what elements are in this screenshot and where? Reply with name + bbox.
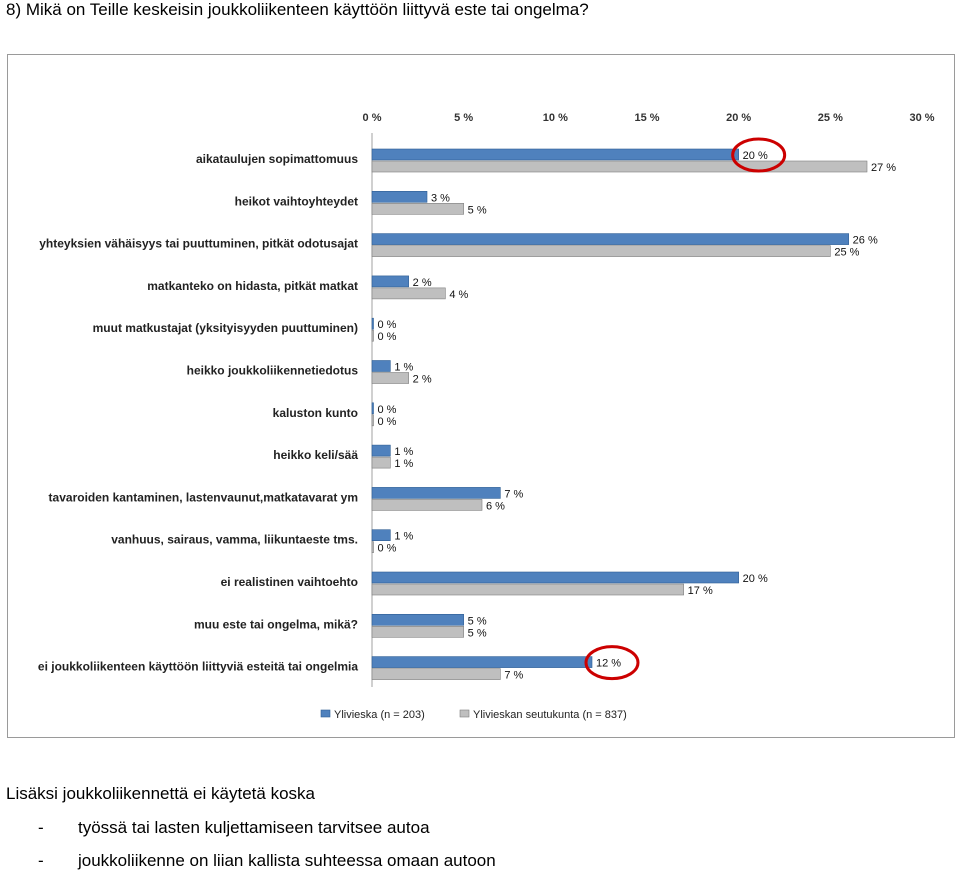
bar-value-label: 5 % <box>468 615 487 627</box>
highlight-circle <box>731 137 787 173</box>
bar <box>371 203 464 215</box>
bar-value-label: 1 % <box>394 362 413 374</box>
bar <box>371 625 464 638</box>
category-label: tavaroiden kantaminen, lastenvaunut,matk… <box>49 490 358 504</box>
bar-value-label: 17 % <box>688 585 713 597</box>
bar-value-label: 1 % <box>394 458 413 470</box>
bar <box>371 656 593 668</box>
note-item: - työssä tai lasten kuljettamiseen tarvit… <box>38 818 430 838</box>
bar <box>371 160 868 173</box>
bar-value-label: 4 % <box>449 289 468 301</box>
x-tick-label: 25 % <box>818 112 843 124</box>
bar-value-label: 20 % <box>743 150 768 162</box>
bar-value-label: 1 % <box>394 446 413 458</box>
bar <box>371 317 374 330</box>
bar-value-label: 27 % <box>871 162 896 174</box>
category-label: heikko keli/sää <box>273 448 358 462</box>
category-label: matkanteko on hidasta, pitkät matkat <box>147 279 358 293</box>
bar-value-label: 5 % <box>468 627 487 639</box>
bar-value-label: 25 % <box>834 247 859 259</box>
x-tick-label: 20 % <box>726 112 751 124</box>
bar-value-label: 20 % <box>743 573 768 585</box>
bar-value-label: 6 % <box>486 500 505 512</box>
legend-swatch <box>459 709 470 718</box>
bar <box>371 402 374 415</box>
bar-value-label: 5 % <box>468 204 487 216</box>
bar-value-label: 0 % <box>378 543 397 555</box>
category-label: muut matkustajat (yksityisyyden puuttumi… <box>93 321 358 335</box>
bar <box>371 287 446 300</box>
bar-value-label: 1 % <box>394 531 413 543</box>
category-label: yhteyksien vähäisyys tai puuttuminen, pi… <box>39 237 358 251</box>
bar <box>371 499 483 511</box>
bar-value-label: 0 % <box>378 404 397 416</box>
bar <box>371 360 391 372</box>
bar <box>371 372 409 384</box>
category-label: ei realistinen vaihtoehto <box>221 575 358 589</box>
category-label: heikko joukkoliikennetiedotus <box>187 364 359 378</box>
bar <box>371 148 739 161</box>
bar <box>371 191 428 203</box>
bar <box>371 456 391 469</box>
bar <box>371 233 849 245</box>
bar-value-label: 12 % <box>596 658 621 670</box>
bar <box>371 329 374 342</box>
bar-value-label: 0 % <box>378 416 397 428</box>
bar <box>371 613 464 626</box>
bar <box>371 583 684 596</box>
bar <box>371 444 391 457</box>
bar <box>371 571 739 584</box>
bar <box>371 414 374 427</box>
bar <box>371 541 374 554</box>
note-dash: - <box>38 851 44 870</box>
bar <box>371 668 501 680</box>
x-tick-label: 15 % <box>634 112 659 124</box>
bar-value-label: 0 % <box>378 331 397 343</box>
bar-value-label: 26 % <box>853 235 878 247</box>
legend-entry: Ylivieska (n = 203) <box>334 709 425 721</box>
category-label: ei joukkoliikenteen käyttöön liittyviä e… <box>38 660 358 674</box>
bar-value-label: 2 % <box>413 374 432 386</box>
legend-entry: Ylivieskan seutukunta (n = 837) <box>473 709 627 721</box>
x-tick-label: 5 % <box>454 112 473 124</box>
bar <box>371 529 391 542</box>
bar-value-label: 2 % <box>413 277 432 289</box>
bar-value-label: 0 % <box>378 319 397 331</box>
highlight-circle <box>584 645 640 681</box>
question-title: 8) Mikä on Teille keskeisin joukkoliiken… <box>6 0 589 19</box>
category-label: vanhuus, sairaus, vamma, liikuntaeste tm… <box>111 533 358 547</box>
note-item-text: joukkoliikenne on liian kallista suhtees… <box>78 851 496 870</box>
bar <box>371 275 409 288</box>
category-label: heikot vaihtoyhteydet <box>235 194 358 208</box>
legend-swatch <box>320 709 331 718</box>
bar <box>371 245 831 257</box>
note-intro: Lisäksi joukkoliikennettä ei käytetä kos… <box>6 784 315 803</box>
category-label: muu este tai ongelma, mikä? <box>194 617 358 631</box>
bar-value-label: 7 % <box>504 488 523 500</box>
x-tick-label: 0 % <box>363 112 382 124</box>
note-dash: - <box>38 818 44 837</box>
x-tick-label: 10 % <box>543 112 568 124</box>
bar-value-label: 7 % <box>504 670 523 682</box>
bar-chart: 0 % 5 % 10 % 15 % 20 % 25 % 30 % aikataulujen s… <box>38 112 935 721</box>
bar-value-label: 3 % <box>431 192 450 204</box>
category-label: aikataulujen sopimattomuus <box>196 152 358 166</box>
x-tick-label: 30 % <box>909 112 934 124</box>
bar <box>371 487 501 499</box>
note-item-text: työssä tai lasten kuljettamiseen tarvits… <box>78 818 430 837</box>
note-item: - joukkoliikenne on liian kallista suhtee… <box>38 851 496 871</box>
category-label: kaluston kunto <box>273 406 358 420</box>
chart-frame: 0 % 5 % 10 % 15 % 20 % 25 % 30 % aikataulujen s… <box>7 54 955 738</box>
